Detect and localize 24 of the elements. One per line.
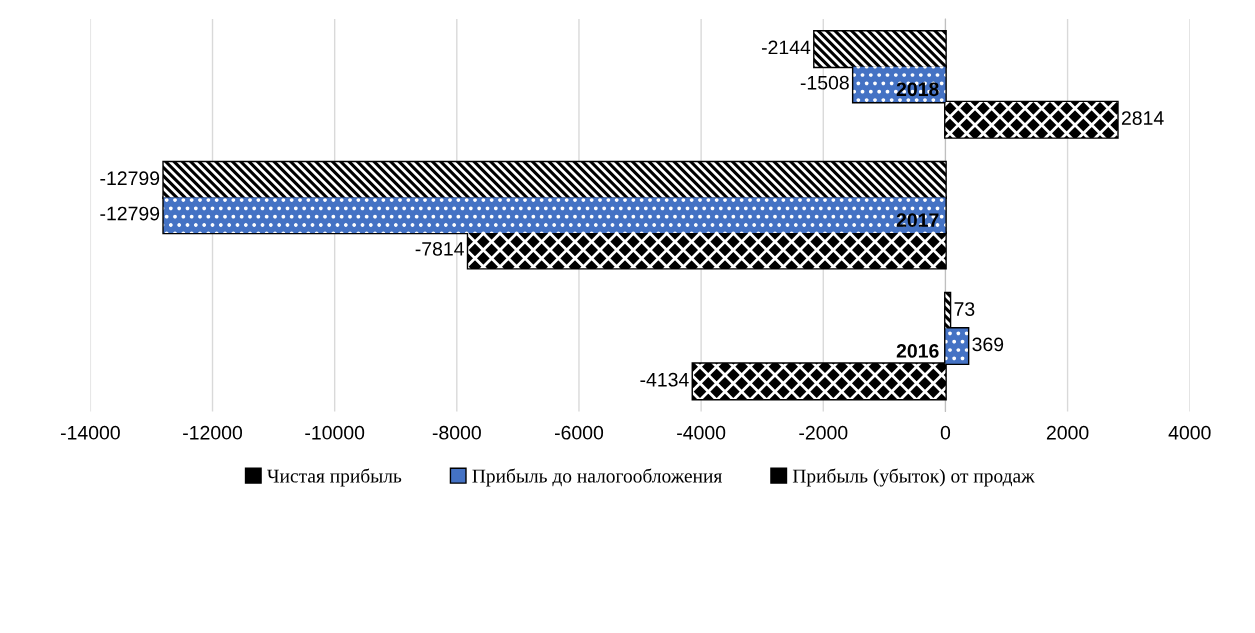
x-tick-label: -14000 (60, 425, 120, 440)
x-tick-label: -10000 (305, 425, 365, 440)
y-tick-label: 2018 (896, 82, 939, 97)
legend-label: Прибыль (убыток) от продаж (792, 468, 1035, 487)
x-tick-label: -8000 (432, 425, 481, 440)
data-label: -2144 (761, 40, 811, 55)
legend-label: Чистая прибыль (267, 468, 402, 487)
legend-label: Прибыль до налогообложения (472, 468, 722, 487)
data-label: -12799 (100, 171, 160, 186)
data-label: 2814 (1121, 111, 1164, 125)
data-label: 73 (954, 302, 975, 316)
data-label: -4134 (640, 372, 689, 387)
x-tick-label: 4000 (1168, 425, 1211, 440)
data-label: -1508 (800, 75, 849, 90)
y-tick-label: 2016 (896, 344, 939, 358)
data-label: -12799 (100, 206, 160, 221)
x-tick-label: -12000 (183, 425, 243, 440)
x-tick-label: 0 (940, 425, 951, 440)
data-label: -7814 (415, 241, 464, 256)
x-tick-label: -2000 (799, 425, 848, 440)
x-tick-label: -6000 (554, 425, 604, 440)
x-tick-label: 2000 (1046, 425, 1089, 440)
data-label: 369 (972, 337, 1004, 352)
x-tick-label: -4000 (677, 425, 726, 440)
